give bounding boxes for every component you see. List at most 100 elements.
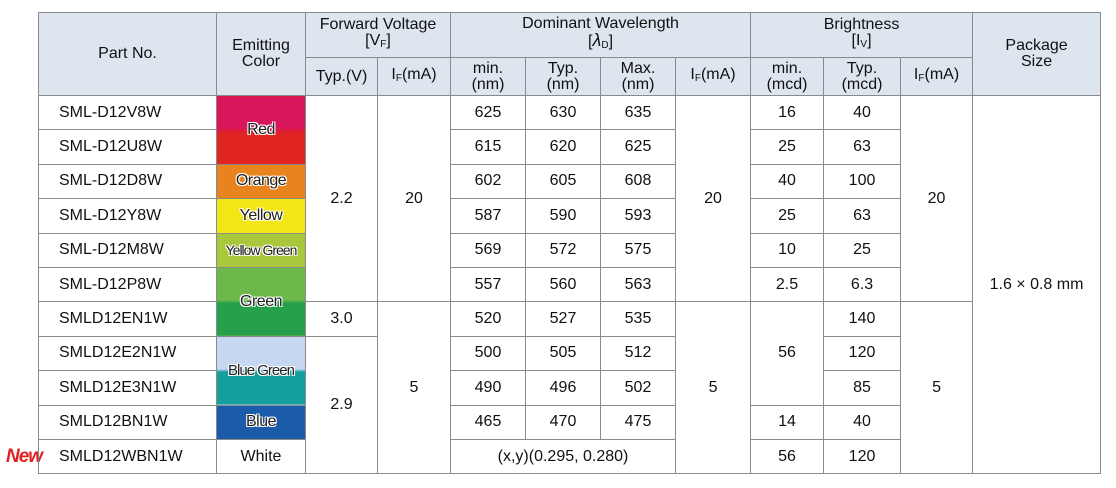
- table-cell: 120: [823, 438, 902, 475]
- table-cell: 6.3: [823, 266, 902, 303]
- header-cell: Typ. (nm): [525, 57, 602, 96]
- table-row: SMLD12E2N1W Blue Green 2.9 500 505 512 120: [38, 335, 1101, 475]
- table-cell: 10: [750, 232, 825, 268]
- header-cell: Emitting Color: [216, 12, 306, 96]
- header-cell: Max. (nm): [600, 57, 677, 96]
- text: ]: [386, 32, 391, 49]
- table-cell: 593: [600, 198, 677, 234]
- table-cell: 2.2: [305, 94, 378, 303]
- header-cell: Dominant Wavelength [λD]: [450, 12, 752, 58]
- table-cell: 2.9: [305, 335, 378, 475]
- table-cell: 475: [600, 404, 677, 440]
- table-cell: 563: [600, 266, 677, 303]
- table-cell: 5: [376, 301, 452, 475]
- subscript: F: [395, 72, 402, 84]
- table-cell: 2.5: [750, 266, 825, 303]
- table-cell: 496: [525, 370, 602, 406]
- table-cell: 470: [525, 404, 602, 440]
- new-badge: New: [6, 446, 43, 467]
- table-cell: SML-D12V8W: [38, 94, 217, 131]
- subscript: D: [601, 40, 609, 51]
- table-cell: 572: [525, 232, 602, 268]
- table-cell: Yellow: [216, 198, 306, 234]
- table-cell: 635: [600, 94, 677, 131]
- table-cell: Orange: [216, 163, 306, 200]
- text: (mA): [700, 65, 736, 83]
- table-cell: SML-D12P8W: [38, 266, 217, 303]
- table-cell: SML-D12D8W: [38, 163, 217, 200]
- table-cell: Green: [216, 266, 306, 337]
- table-cell: SMLD12BN1W: [38, 404, 217, 440]
- table-cell: 500: [450, 335, 527, 372]
- table-cell: 40: [750, 163, 825, 200]
- table-cell: 625: [450, 94, 527, 131]
- table-cell: 535: [600, 301, 677, 337]
- text: min.: [771, 59, 803, 77]
- table-cell: 465: [450, 404, 527, 440]
- table-cell: 56: [750, 438, 825, 475]
- text: Dominant Wavelength: [522, 15, 679, 32]
- text: [: [588, 33, 593, 50]
- text: [V: [365, 32, 381, 49]
- text: λ: [592, 30, 602, 50]
- text: Max.: [620, 59, 656, 77]
- table-cell: White: [216, 438, 306, 475]
- table-cell: 140: [823, 301, 902, 337]
- header-cell: min. (mcd): [750, 57, 825, 96]
- header-cell: Forward Voltage [VF]: [304, 12, 452, 58]
- text: (mA): [401, 65, 437, 83]
- table-row: Typ.(V) IF(mA) min. (nm) Typ. (nm) Max. (nm…: [39, 57, 1101, 96]
- text: min.: [472, 59, 504, 77]
- text: ]: [867, 32, 872, 49]
- header-cell: Typ.(V): [305, 57, 378, 96]
- table-cell: 85: [823, 370, 902, 406]
- table-cell: Blue Green: [216, 335, 306, 406]
- table-cell: 40: [823, 404, 902, 440]
- table-cell: 14: [750, 404, 825, 440]
- table-cell: 56: [750, 301, 825, 406]
- header-cell: Package Size: [972, 12, 1102, 96]
- text: Typ.: [846, 59, 878, 77]
- table-cell: 20: [900, 94, 974, 303]
- table-cell: SML-D12U8W: [38, 129, 217, 165]
- subscript: F: [694, 72, 701, 84]
- table-cell: 587: [450, 198, 527, 234]
- table-cell: 569: [450, 232, 527, 268]
- table-body: SML-D12V8W Red 2.2 20 625 630 635 20 16 40 20 1.6 ×…: [38, 94, 1102, 475]
- table-row: SMLD12EN1W 3.0 5 520 527 535 5 56 140 5: [38, 301, 1101, 475]
- table-cell: 16: [750, 94, 825, 131]
- text: [I: [851, 32, 861, 49]
- table-cell: 120: [823, 335, 902, 372]
- header-cell: IF(mA): [675, 57, 752, 96]
- text: (mA): [924, 65, 960, 83]
- table-cell: SML-D12M8W: [38, 232, 217, 268]
- table-row: SMLD12E3N1W 490 496 502 85: [38, 370, 1101, 406]
- table-cell: 502: [600, 370, 677, 406]
- table-cell: 527: [525, 301, 602, 337]
- text: Package Size: [1005, 37, 1068, 70]
- table-cell: 25: [823, 232, 902, 268]
- table-cell: SMLD12E2N1W: [38, 335, 217, 372]
- table-cell: 575: [600, 232, 677, 268]
- header-cell: Part No.: [38, 12, 217, 96]
- table-cell: SMLD12WBN1W: [38, 438, 217, 475]
- table-cell: 5: [900, 301, 974, 475]
- table-cell: 630: [525, 94, 602, 131]
- text: Brightness: [823, 16, 900, 33]
- text: (mcd): [841, 75, 883, 93]
- table-cell: 1.6 × 0.8 mm: [972, 94, 1102, 475]
- header-cell: min. (nm): [450, 57, 527, 96]
- text: (mcd): [766, 75, 808, 93]
- table-cell: SMLD12E3N1W: [38, 370, 217, 406]
- subscript: V: [860, 39, 868, 50]
- text: (nm): [621, 75, 655, 93]
- table-cell: 40: [823, 94, 902, 131]
- table-cell: 63: [823, 198, 902, 234]
- table-cell: SMLD12EN1W: [38, 301, 217, 337]
- table-cell: 620: [525, 129, 602, 165]
- table-cell: 20: [675, 94, 752, 303]
- text: (nm): [471, 75, 505, 93]
- table-cell: 602: [450, 163, 527, 200]
- table-head: Part No. Emitting Color Forward Voltage[…: [38, 12, 1102, 96]
